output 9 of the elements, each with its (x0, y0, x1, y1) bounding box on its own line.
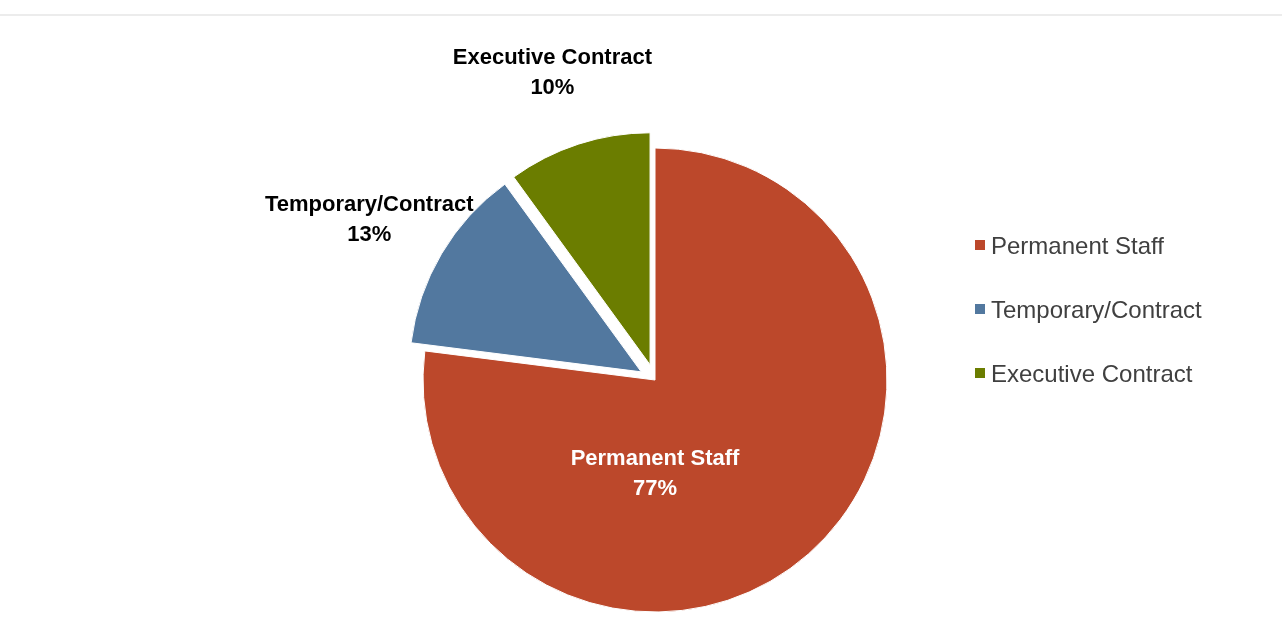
data-label: 10% (530, 74, 575, 100)
legend-label: Temporary/Contract (991, 296, 1203, 324)
slice-label: Permanent Staff (570, 445, 741, 470)
legend-label: Executive Contract (991, 360, 1193, 388)
legend-label: Permanent Staff (991, 232, 1165, 260)
slice-label: Executive Contract (452, 44, 653, 70)
data-label: 77% (632, 475, 678, 500)
slice-label: Temporary/Contract (264, 191, 475, 216)
data-label: 13% (347, 221, 392, 246)
